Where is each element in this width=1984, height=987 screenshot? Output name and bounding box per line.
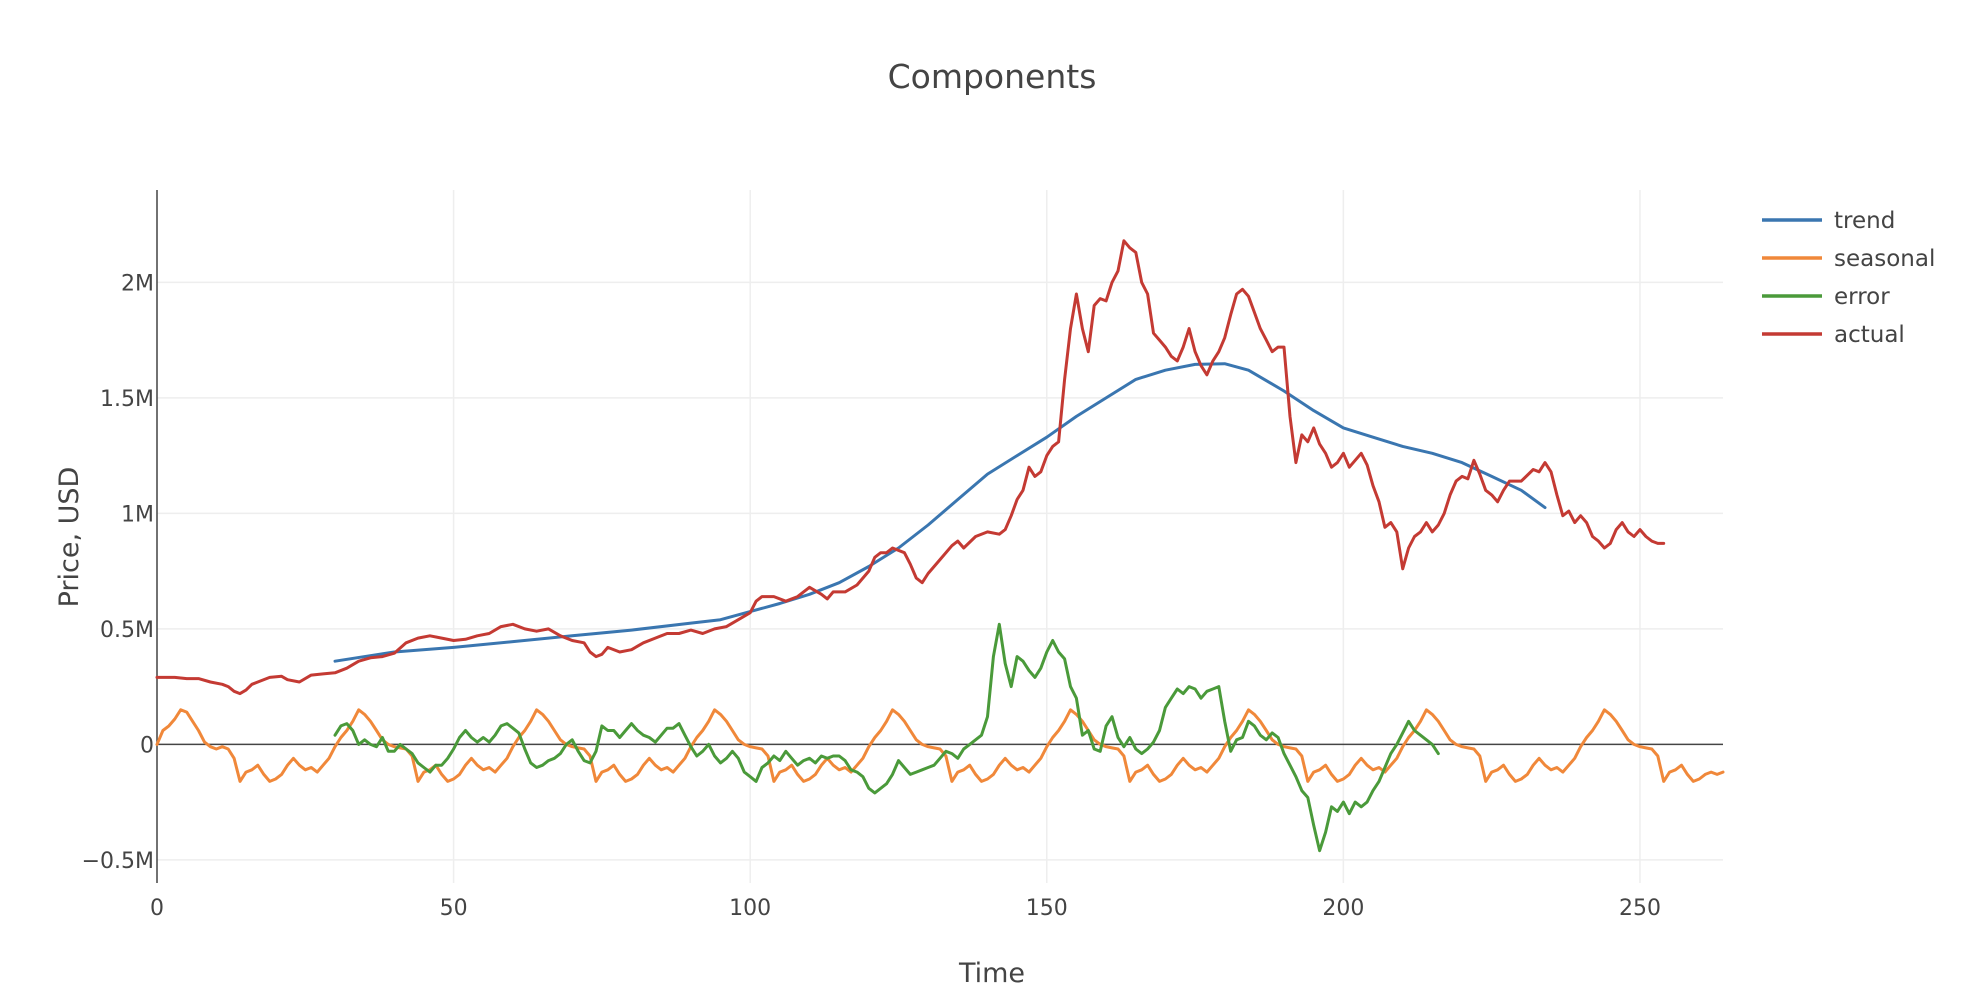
chart-title: Components bbox=[888, 57, 1097, 96]
series-line-trend bbox=[333, 362, 1547, 663]
x-tick-label: 50 bbox=[440, 896, 468, 921]
x-tick-label: 100 bbox=[729, 896, 771, 921]
x-tick-label: 150 bbox=[1026, 896, 1068, 921]
x-tick-label: 200 bbox=[1322, 896, 1364, 921]
y-tick-label: 1M bbox=[121, 502, 154, 527]
series-line-error bbox=[333, 622, 1440, 853]
series-line-actual bbox=[155, 239, 1666, 696]
axes: 0 50 100 150 200 250 −0.5M 0 0.5M 1M 1.5M 2M bbox=[82, 190, 1723, 921]
series-lines bbox=[155, 239, 1725, 853]
series-line-seasonal bbox=[155, 708, 1725, 783]
y-tick-label: 2M bbox=[121, 271, 154, 296]
x-tick-label: 0 bbox=[150, 896, 164, 921]
y-tick-label: −0.5M bbox=[82, 849, 154, 874]
x-axis-title: Time bbox=[958, 958, 1025, 987]
y-tick-label: 1.5M bbox=[100, 387, 154, 412]
x-tick-label: 250 bbox=[1619, 896, 1661, 921]
legend-label-seasonal: seasonal bbox=[1834, 246, 1935, 272]
y-axis-title: Price, USD bbox=[54, 467, 85, 608]
legend-label-error: error bbox=[1834, 284, 1890, 310]
y-tick-label: 0 bbox=[140, 733, 154, 758]
gridlines bbox=[157, 190, 1723, 883]
y-tick-label: 0.5M bbox=[100, 618, 154, 643]
legend-label-trend: trend bbox=[1834, 208, 1895, 234]
legend-label-actual: actual bbox=[1834, 322, 1905, 348]
legend: trend seasonal error actual bbox=[1762, 208, 1935, 348]
